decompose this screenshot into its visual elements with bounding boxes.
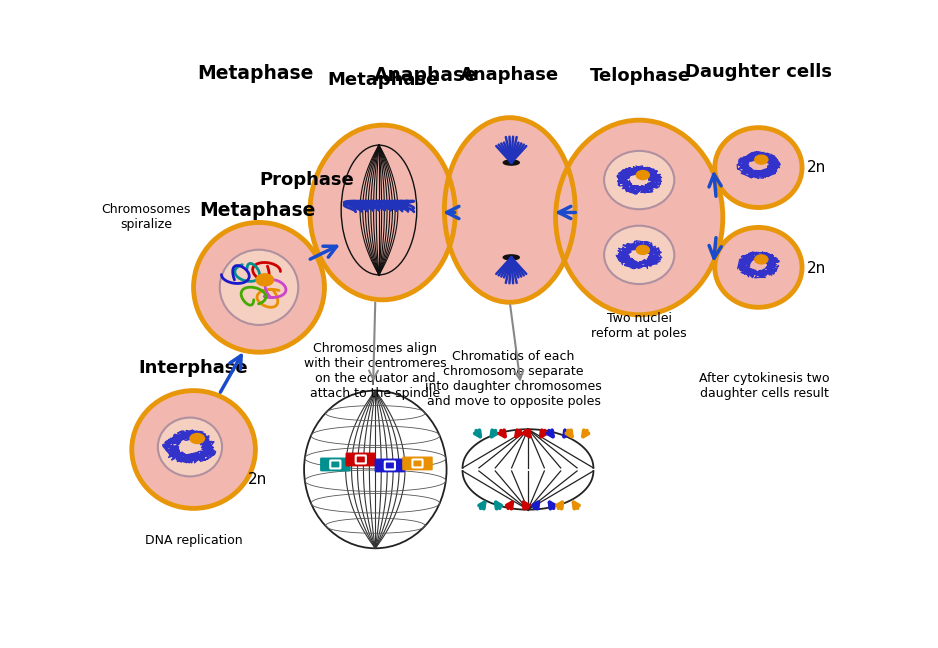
Text: Metaphase: Metaphase — [327, 71, 438, 89]
Text: Interphase: Interphase — [139, 359, 249, 377]
Text: Anaphase: Anaphase — [374, 66, 478, 86]
Text: Two nuclei
reform at poles: Two nuclei reform at poles — [591, 312, 687, 340]
Ellipse shape — [158, 417, 222, 476]
Text: Chromosomes align
with their centromeres
on the equator and
attach to the spindl: Chromosomes align with their centromeres… — [304, 342, 446, 400]
Ellipse shape — [604, 151, 674, 209]
Circle shape — [256, 274, 274, 286]
Ellipse shape — [219, 249, 298, 325]
Ellipse shape — [445, 118, 575, 302]
FancyBboxPatch shape — [385, 461, 395, 469]
FancyBboxPatch shape — [346, 459, 375, 466]
Text: DNA replication: DNA replication — [144, 535, 242, 548]
Circle shape — [636, 170, 649, 179]
Text: 2n: 2n — [807, 160, 825, 175]
FancyBboxPatch shape — [375, 459, 404, 466]
Circle shape — [755, 155, 768, 164]
Ellipse shape — [715, 128, 802, 207]
FancyBboxPatch shape — [403, 457, 432, 464]
Circle shape — [189, 434, 204, 443]
Text: Prophase: Prophase — [259, 170, 354, 189]
FancyBboxPatch shape — [413, 459, 422, 467]
FancyBboxPatch shape — [346, 453, 375, 459]
Text: 2n: 2n — [248, 472, 267, 487]
Ellipse shape — [604, 226, 674, 284]
Text: Chromatids of each
chromosome separate
into daughter chromosomes
and move to opp: Chromatids of each chromosome separate i… — [425, 350, 602, 408]
Text: 2n: 2n — [807, 261, 825, 276]
Ellipse shape — [310, 125, 455, 300]
Text: Metaphase: Metaphase — [200, 201, 316, 220]
FancyBboxPatch shape — [375, 465, 404, 472]
Ellipse shape — [555, 120, 723, 315]
Ellipse shape — [504, 160, 520, 165]
Text: After cytokinesis two
daughter cells result: After cytokinesis two daughter cells res… — [699, 372, 829, 400]
Circle shape — [636, 246, 649, 255]
Text: Telophase: Telophase — [590, 67, 691, 86]
Text: Metaphase: Metaphase — [197, 64, 313, 83]
FancyBboxPatch shape — [321, 458, 350, 465]
Ellipse shape — [193, 222, 325, 353]
FancyBboxPatch shape — [330, 461, 340, 469]
FancyBboxPatch shape — [321, 464, 350, 470]
Ellipse shape — [504, 255, 520, 260]
FancyBboxPatch shape — [403, 463, 432, 470]
Text: Anaphase: Anaphase — [461, 65, 559, 84]
Circle shape — [755, 255, 768, 264]
Ellipse shape — [715, 227, 802, 307]
Text: Daughter cells: Daughter cells — [685, 63, 832, 81]
Text: Chromosomes
spiralize: Chromosomes spiralize — [101, 203, 191, 231]
FancyBboxPatch shape — [356, 456, 366, 463]
Ellipse shape — [131, 391, 255, 509]
